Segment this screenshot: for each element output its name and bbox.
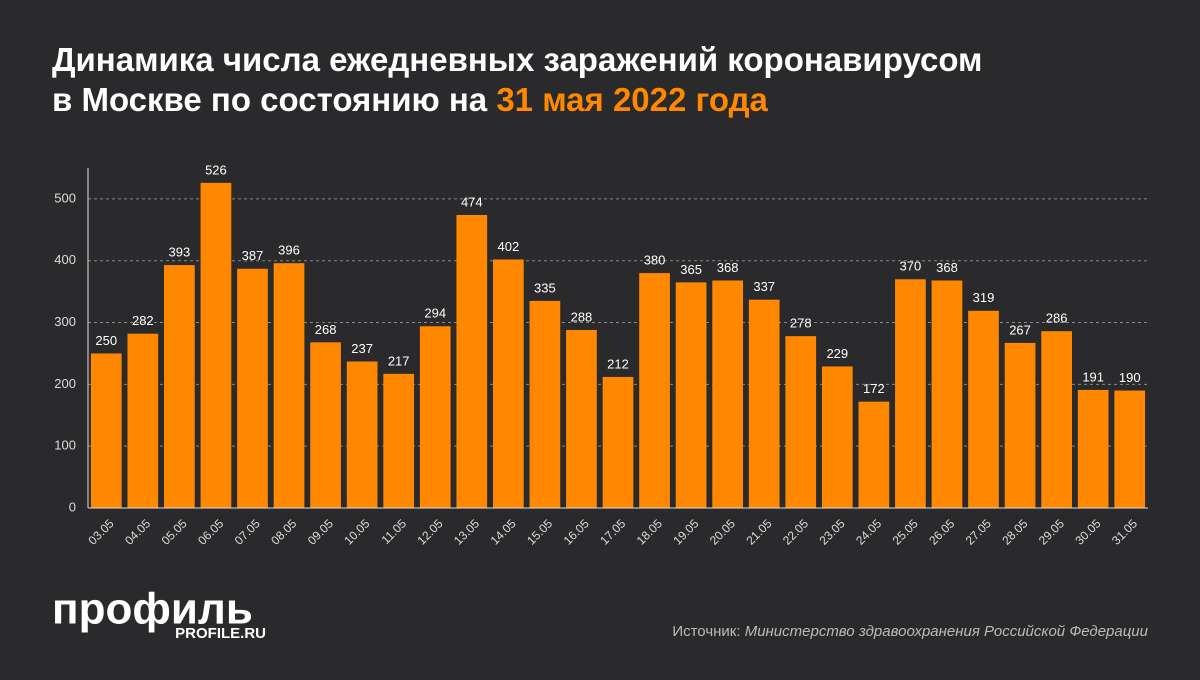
value-label: 278 xyxy=(790,316,812,331)
bar xyxy=(492,259,524,508)
bar xyxy=(639,273,670,508)
value-label: 526 xyxy=(205,162,227,177)
value-label: 370 xyxy=(900,259,922,274)
value-label: 402 xyxy=(497,239,519,254)
bar xyxy=(1077,389,1109,508)
value-label: 282 xyxy=(132,313,154,328)
value-label: 212 xyxy=(607,356,629,371)
y-tick-label: 300 xyxy=(54,314,76,329)
value-label: 474 xyxy=(461,194,483,209)
value-label: 365 xyxy=(680,262,702,277)
title-line: в Москве по состоянию на xyxy=(52,81,496,118)
value-label: 368 xyxy=(936,260,958,275)
value-label: 286 xyxy=(1046,311,1068,326)
value-label: 250 xyxy=(95,333,117,348)
source-text: Министерство здравоохранения Российской … xyxy=(745,623,1149,640)
bar xyxy=(237,268,268,508)
title-line: Динамика числа ежедневных заражений коро… xyxy=(52,41,982,78)
bar xyxy=(456,214,488,508)
logo-sub: PROFILE.RU xyxy=(175,625,266,642)
bar xyxy=(419,326,451,508)
value-label: 396 xyxy=(278,243,300,258)
value-label: 172 xyxy=(863,381,885,396)
value-label: 190 xyxy=(1119,370,1141,385)
value-label: 380 xyxy=(644,253,666,268)
y-tick-label: 400 xyxy=(54,252,76,267)
bar xyxy=(931,280,963,508)
value-label: 237 xyxy=(351,341,373,356)
value-label: 319 xyxy=(973,290,995,305)
chart-title: Динамика числа ежедневных заражений коро… xyxy=(52,41,992,118)
bar xyxy=(1114,390,1146,508)
bar xyxy=(858,401,890,508)
bar xyxy=(90,353,122,508)
bar xyxy=(273,263,305,508)
bar xyxy=(1041,331,1072,508)
source-label: Источник: xyxy=(672,623,740,640)
bar xyxy=(968,310,999,508)
y-tick-label: 0 xyxy=(69,499,76,514)
logo: профиль xyxy=(52,585,253,634)
value-label: 191 xyxy=(1082,369,1104,384)
bar xyxy=(127,333,159,508)
bar xyxy=(529,300,561,508)
value-label: 393 xyxy=(169,244,191,259)
bar xyxy=(712,280,744,508)
value-label: 387 xyxy=(242,248,264,263)
value-label: 294 xyxy=(424,306,446,321)
source: Источник: Министерство здравоохранения Р… xyxy=(672,623,1148,640)
bar xyxy=(675,282,707,508)
bar xyxy=(200,182,232,508)
y-tick-label: 500 xyxy=(54,190,76,205)
value-label: 268 xyxy=(315,322,337,337)
bar xyxy=(1004,342,1036,508)
value-label: 229 xyxy=(826,346,848,361)
bar xyxy=(785,336,817,508)
y-tick-label: 200 xyxy=(54,376,76,391)
bar xyxy=(566,329,597,508)
bar xyxy=(821,366,853,508)
value-label: 288 xyxy=(571,309,593,324)
bar xyxy=(383,373,415,508)
bar xyxy=(602,376,634,508)
value-label: 267 xyxy=(1009,322,1031,337)
bar xyxy=(748,299,780,508)
value-label: 368 xyxy=(717,260,739,275)
bar xyxy=(346,361,378,508)
value-label: 335 xyxy=(534,280,556,295)
title-date: 31 мая 2022 года xyxy=(496,81,768,118)
bar xyxy=(164,265,195,508)
y-tick-label: 100 xyxy=(54,438,76,453)
value-label: 337 xyxy=(753,279,775,294)
bar xyxy=(310,342,341,508)
value-label: 217 xyxy=(388,353,410,368)
bar xyxy=(895,279,926,508)
